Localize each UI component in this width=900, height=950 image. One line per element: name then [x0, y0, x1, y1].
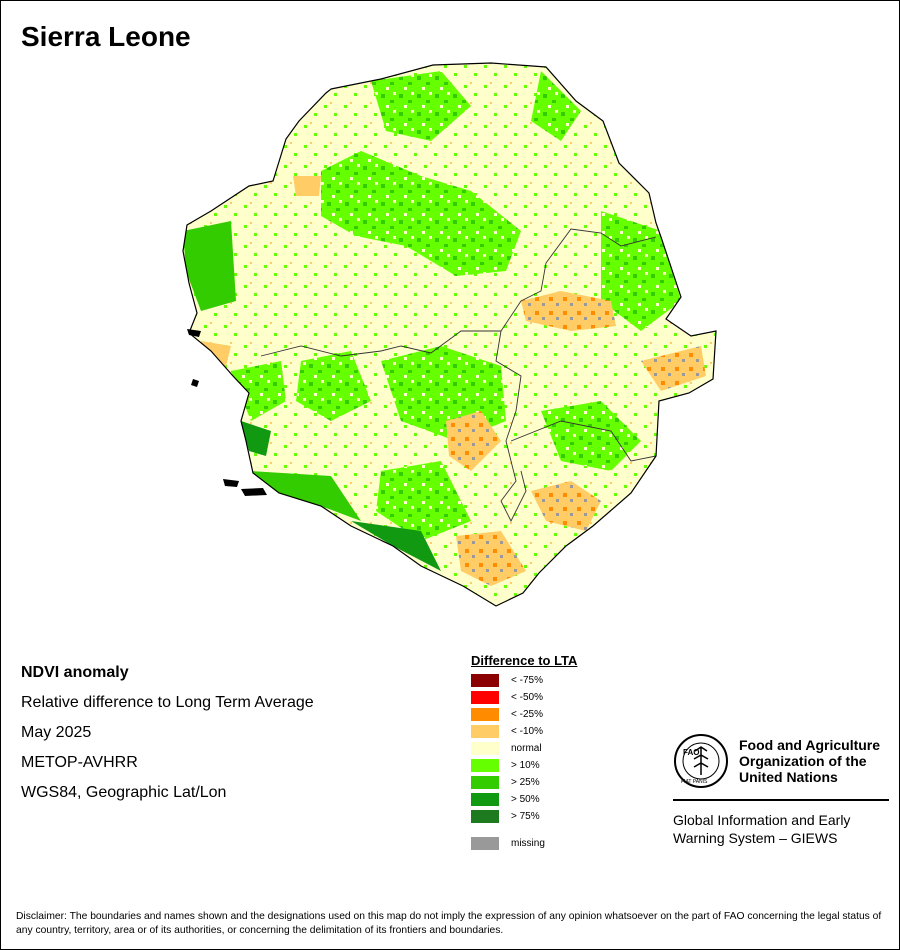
- legend-swatch: [471, 759, 499, 772]
- province-boundaries: [260, 228, 657, 523]
- info-sensor: METOP-AVHRR: [21, 754, 138, 771]
- legend-item: normal: [471, 740, 577, 757]
- legend-title: Difference to LTA: [471, 653, 578, 668]
- legend-label: > 50%: [511, 794, 540, 805]
- legend-item: > 50%: [471, 791, 577, 808]
- legend-swatch: [471, 810, 499, 823]
- legend: Difference to LTA < -75% < -50% < -25% <…: [471, 653, 577, 852]
- legend-swatch: [471, 708, 499, 721]
- coastal-islands: [187, 329, 267, 496]
- legend-label: normal: [511, 743, 542, 754]
- legend-item: > 25%: [471, 774, 577, 791]
- legend-swatch: [471, 674, 499, 687]
- giews-label: Global Information and Early Warning Sys…: [673, 811, 889, 847]
- legend-item-missing: missing: [471, 835, 577, 852]
- map-title: Sierra Leone: [21, 21, 191, 52]
- fao-branding: FAO FIAT PANIS Food and Agriculture Orga…: [673, 733, 889, 847]
- legend-item: > 75%: [471, 808, 577, 825]
- info-projection: WGS84, Geographic Lat/Lon: [21, 784, 227, 801]
- legend-label: < -75%: [511, 675, 543, 686]
- legend-label: missing: [511, 838, 545, 849]
- legend-swatch: [471, 742, 499, 755]
- legend-swatch: [471, 725, 499, 738]
- info-date: May 2025: [21, 724, 92, 741]
- legend-item: < -10%: [471, 723, 577, 740]
- giews-line: Global Information and Early: [673, 812, 851, 828]
- legend-label: < -25%: [511, 709, 543, 720]
- fao-logo-icon: FAO FIAT PANIS: [674, 734, 728, 788]
- legend-item: < -25%: [471, 706, 577, 723]
- legend-item: < -75%: [471, 672, 577, 689]
- legend-swatch: [471, 793, 499, 806]
- map-area: [1, 1, 900, 641]
- fao-logo-letters: FAO: [683, 748, 699, 757]
- legend-label: < -50%: [511, 692, 543, 703]
- fao-name-line: Organization of the: [739, 753, 867, 769]
- info-heading: NDVI anomaly: [21, 664, 129, 681]
- fao-logo-motto: FIAT PANIS: [681, 779, 708, 785]
- disclaimer: Disclaimer: The boundaries and names sho…: [16, 911, 882, 936]
- legend-item: < -50%: [471, 689, 577, 706]
- fao-name-line: United Nations: [739, 769, 838, 785]
- legend-swatch: [471, 776, 499, 789]
- fao-divider: [673, 799, 889, 801]
- legend-label: > 25%: [511, 777, 540, 788]
- info-line: Relative difference to Long Term Average: [21, 694, 314, 711]
- legend-swatch: [471, 691, 499, 704]
- giews-line: Warning System – GIEWS: [673, 830, 838, 846]
- map-info: NDVI anomaly Relative difference to Long…: [21, 658, 314, 808]
- legend-swatch: [471, 837, 499, 850]
- legend-label: > 75%: [511, 811, 540, 822]
- country-map: [182, 62, 717, 607]
- fao-name-line: Food and Agriculture: [739, 737, 881, 753]
- fao-name: Food and Agriculture Organization of the…: [739, 737, 880, 785]
- legend-label: < -10%: [511, 726, 543, 737]
- ndvi-raster: [183, 63, 716, 606]
- legend-item: > 10%: [471, 757, 577, 774]
- legend-label: > 10%: [511, 760, 540, 771]
